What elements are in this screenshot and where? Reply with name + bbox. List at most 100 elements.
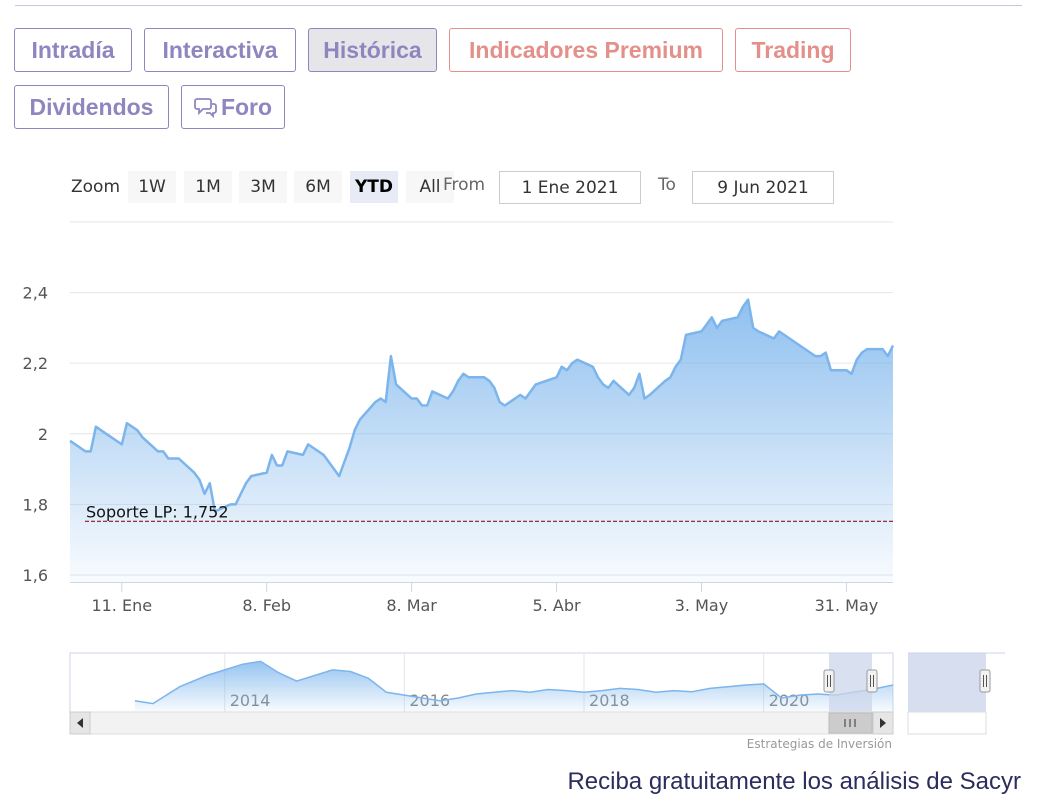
navigator-handle[interactable]	[866, 669, 878, 693]
price-point[interactable]	[553, 373, 561, 381]
price-point[interactable]	[609, 377, 617, 385]
price-point[interactable]	[884, 352, 892, 360]
price-point[interactable]	[697, 327, 705, 335]
price-point[interactable]	[734, 313, 742, 321]
tab-trading[interactable]: Trading	[735, 28, 851, 72]
price-point[interactable]	[563, 366, 571, 374]
price-point[interactable]	[863, 345, 871, 353]
price-point[interactable]	[237, 490, 245, 498]
price-point[interactable]	[164, 454, 172, 462]
price-point[interactable]	[889, 342, 897, 350]
price-point[interactable]	[754, 327, 762, 335]
price-point[interactable]	[677, 356, 685, 364]
price-point[interactable]	[485, 377, 493, 385]
scrollbar-track[interactable]	[69, 711, 894, 735]
price-point[interactable]	[501, 402, 509, 410]
price-point[interactable]	[387, 352, 395, 360]
price-point[interactable]	[703, 320, 711, 328]
price-point[interactable]	[382, 398, 390, 406]
price-point[interactable]	[666, 373, 674, 381]
price-point[interactable]	[232, 500, 240, 508]
price-point[interactable]	[356, 416, 364, 424]
tab-interactiva[interactable]: Interactiva	[144, 28, 296, 72]
price-point[interactable]	[335, 472, 343, 480]
price-point[interactable]	[532, 380, 540, 388]
price-point[interactable]	[201, 490, 209, 498]
price-point[interactable]	[190, 469, 198, 477]
price-point[interactable]	[573, 356, 581, 364]
price-point[interactable]	[159, 447, 167, 455]
tab-foro[interactable]: Foro	[181, 85, 285, 129]
price-point[interactable]	[175, 454, 183, 462]
price-point[interactable]	[521, 394, 529, 402]
to-date-input[interactable]: 9 Jun 2021	[692, 171, 834, 204]
tab-historica[interactable]: Histórica	[308, 28, 437, 72]
price-point[interactable]	[123, 419, 131, 427]
price-point[interactable]	[351, 426, 359, 434]
price-point[interactable]	[739, 303, 747, 311]
price-point[interactable]	[490, 384, 498, 392]
price-point[interactable]	[268, 451, 276, 459]
price-point[interactable]	[118, 440, 126, 448]
price-point[interactable]	[263, 469, 271, 477]
price-point[interactable]	[283, 447, 291, 455]
price-point[interactable]	[454, 377, 462, 385]
price-point[interactable]	[247, 472, 255, 480]
secondary-navigator-selection[interactable]	[908, 653, 986, 712]
price-point[interactable]	[770, 334, 778, 342]
zoom-3m-button[interactable]: 3M	[239, 171, 287, 203]
price-series-line[interactable]	[69, 298, 895, 513]
price-point[interactable]	[428, 387, 436, 395]
price-point[interactable]	[635, 370, 643, 378]
chart-credit[interactable]: Estrategias de Inversión	[746, 737, 892, 751]
price-point[interactable]	[423, 402, 431, 410]
zoom-ytd-button[interactable]: YTD	[350, 171, 398, 203]
navigator[interactable]: 2014201620182020	[0, 640, 1037, 740]
zoom-6m-button[interactable]: 6M	[294, 171, 342, 203]
price-point[interactable]	[87, 447, 95, 455]
price-point[interactable]	[92, 423, 100, 431]
zoom-1m-button[interactable]: 1M	[184, 171, 232, 203]
zoom-all-button[interactable]: All	[406, 171, 454, 203]
price-point[interactable]	[299, 451, 307, 459]
price-point[interactable]	[138, 433, 146, 441]
navigator-selection[interactable]	[829, 653, 872, 712]
price-point[interactable]	[625, 391, 633, 399]
price-point[interactable]	[449, 387, 457, 395]
price-point[interactable]	[413, 394, 421, 402]
price-point[interactable]	[278, 462, 286, 470]
price-point[interactable]	[744, 296, 752, 304]
price-point[interactable]	[682, 331, 690, 339]
price-point[interactable]	[465, 373, 473, 381]
price-point[interactable]	[133, 426, 141, 434]
price-point[interactable]	[630, 384, 638, 392]
price-point[interactable]	[527, 387, 535, 395]
price-point[interactable]	[589, 363, 597, 371]
price-point[interactable]	[879, 345, 887, 353]
price-point[interactable]	[672, 363, 680, 371]
price-point[interactable]	[102, 430, 110, 438]
price-point[interactable]	[853, 356, 861, 364]
price-point[interactable]	[444, 394, 452, 402]
navigator-handle[interactable]	[823, 669, 835, 693]
price-point[interactable]	[791, 338, 799, 346]
price-point[interactable]	[242, 479, 250, 487]
price-point[interactable]	[718, 317, 726, 325]
secondary-navigator-handle[interactable]	[979, 669, 991, 693]
price-point[interactable]	[340, 458, 348, 466]
price-point[interactable]	[346, 444, 354, 452]
price-point[interactable]	[66, 437, 74, 445]
price-point[interactable]	[713, 324, 721, 332]
price-point[interactable]	[594, 373, 602, 381]
price-point[interactable]	[604, 384, 612, 392]
tab-intradia[interactable]: Intradía	[14, 28, 132, 72]
price-point[interactable]	[848, 370, 856, 378]
price-point[interactable]	[646, 391, 654, 399]
price-point[interactable]	[822, 349, 830, 357]
price-point[interactable]	[708, 313, 716, 321]
from-date-input[interactable]: 1 Ene 2021	[499, 171, 641, 204]
price-chart[interactable]: Soporte LP: 1,752 1,6 1,8 2 2,2 2,4 11. Ene 8.…	[0, 210, 1037, 630]
tab-dividendos[interactable]: Dividendos	[14, 85, 169, 129]
cta-text[interactable]: Reciba gratuitamente los análisis de Sac…	[567, 768, 1021, 795]
price-point[interactable]	[206, 479, 214, 487]
